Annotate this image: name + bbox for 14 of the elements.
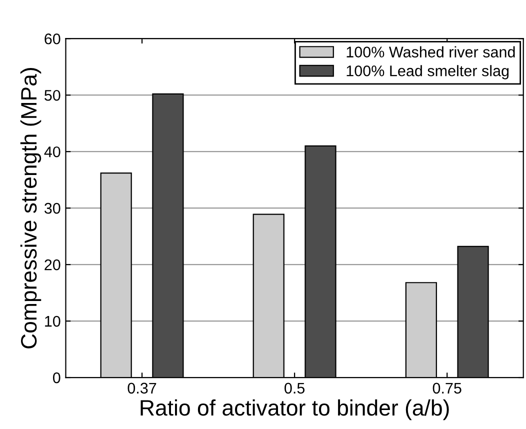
x-axis-title: Ratio of activator to binder (a/b) <box>140 399 449 420</box>
legend-label: 100% Washed river sand <box>346 46 515 58</box>
y-tick-label: 20 <box>44 259 60 270</box>
y-tick-label: 10 <box>45 316 60 327</box>
x-tick-label: 0.75 <box>432 382 462 394</box>
y-tick-label: 50 <box>44 90 60 101</box>
x-tick-label: 0.5 <box>284 382 305 394</box>
y-tick-label: 60 <box>44 33 60 44</box>
y-tick-label: 40 <box>44 146 60 158</box>
y-axis-title: Compressive strength (MPa) <box>20 68 42 348</box>
y-tick-label: 0 <box>52 372 60 384</box>
y-tick-label: 30 <box>44 202 60 214</box>
x-tick-label: 0.37 <box>128 382 156 394</box>
legend-label: 100% Lead smelter slag <box>346 65 509 80</box>
